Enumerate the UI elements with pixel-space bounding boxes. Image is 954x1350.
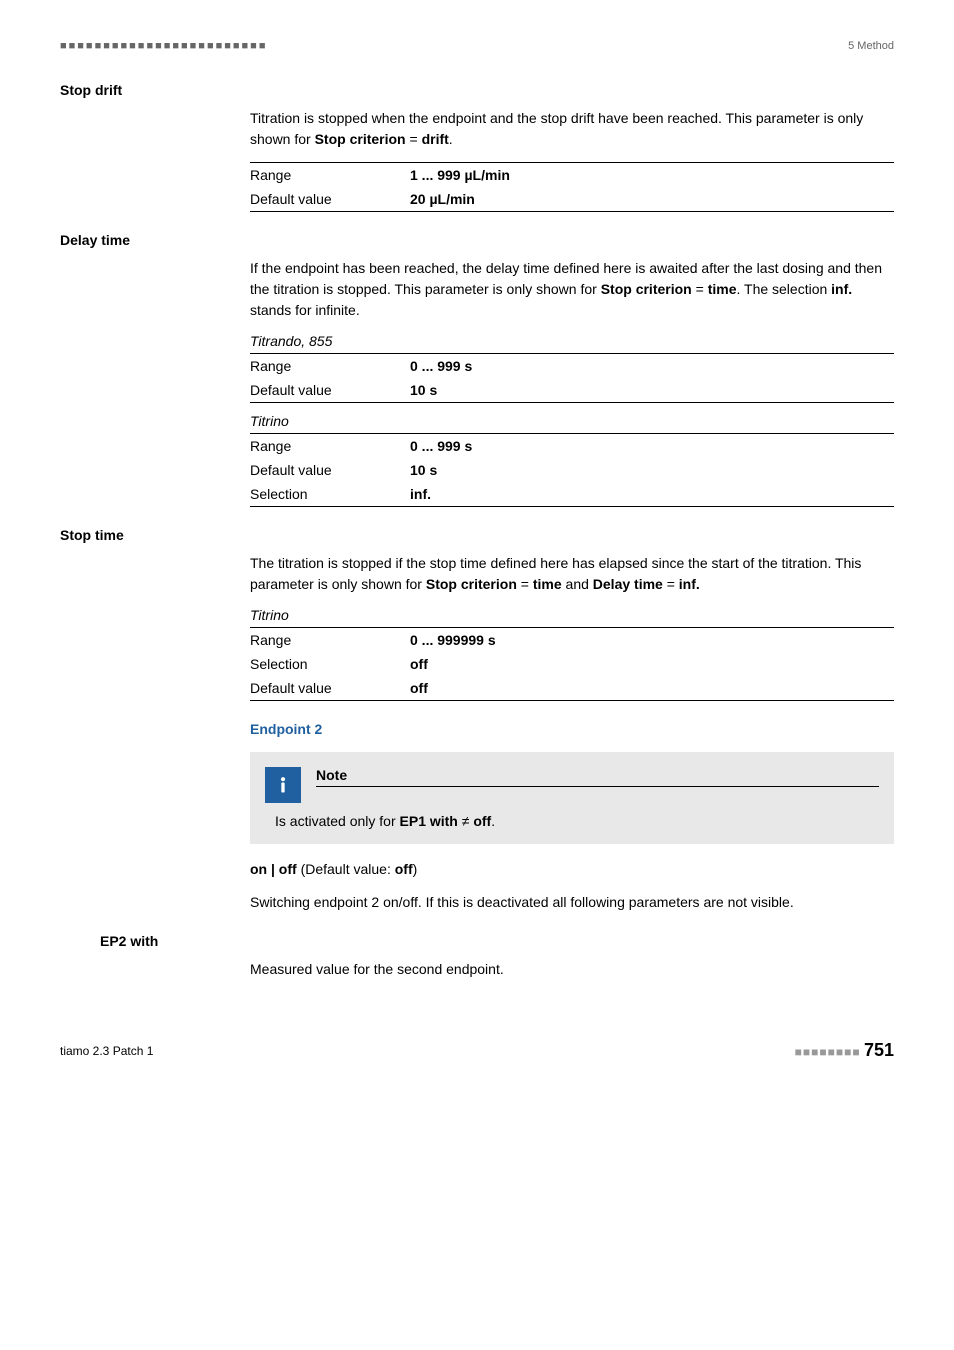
delay-time-bold-inf: inf. (831, 281, 852, 297)
delay-time-table-1: Range 0 ... 999 s Default value 10 s (250, 353, 894, 403)
on-off-line: on | off (Default value: off) (250, 859, 894, 880)
on-off-bold: on | off (250, 861, 297, 877)
stop-drift-eq: = (406, 131, 422, 147)
default-label: Default value (250, 676, 410, 701)
page-number: 751 (864, 1040, 894, 1060)
stop-time-bold-inf: inf. (679, 576, 700, 592)
default-value: 10 s (410, 458, 894, 482)
info-icon (265, 767, 301, 803)
page-footer: tiamo 2.3 Patch 1 ■■■■■■■■ 751 (60, 1040, 894, 1061)
footer-dots: ■■■■■■■■ (795, 1045, 861, 1059)
note-box: Note Is activated only for EP1 with ≠ of… (250, 752, 894, 844)
stop-drift-bold-stop: Stop criterion (315, 131, 406, 147)
note-title: Note (316, 767, 879, 787)
selection-value: inf. (410, 482, 894, 507)
stop-drift-description: Titration is stopped when the endpoint a… (250, 108, 894, 150)
header-left-marks: ■■■■■■■■■■■■■■■■■■■■■■■■ (60, 40, 267, 52)
stop-drift-bold-drift: drift (422, 131, 449, 147)
ep2with-label: EP2 with (100, 933, 894, 949)
range-label: Range (250, 354, 410, 379)
default-label: Default value (250, 187, 410, 212)
selection-value: off (410, 652, 894, 676)
default-value: 20 µL/min (410, 187, 894, 212)
stop-drift-table: Range 1 ... 999 µL/min Default value 20 … (250, 162, 894, 212)
delay-time-bold-stop: Stop criterion (601, 281, 692, 297)
table-row: Default value 20 µL/min (250, 187, 894, 212)
ep2with-description: Measured value for the second endpoint. (250, 959, 894, 980)
table-row: Range 0 ... 999999 s (250, 628, 894, 653)
stop-time-label: Stop time (60, 527, 894, 543)
range-value: 0 ... 999 s (410, 354, 894, 379)
range-label: Range (250, 163, 410, 188)
note-dot: . (491, 813, 495, 829)
stop-time-section: Stop time The titration is stopped if th… (60, 527, 894, 701)
switch-text: Switching endpoint 2 on/off. If this is … (250, 892, 894, 913)
stop-time-eq2: = (663, 576, 679, 592)
note-title-wrap: Note (316, 767, 879, 787)
default-label: Default value (250, 378, 410, 403)
stop-drift-label: Stop drift (60, 82, 894, 98)
page-header: ■■■■■■■■■■■■■■■■■■■■■■■■ 5 Method (60, 40, 894, 52)
on-off-mid: (Default value: (297, 861, 395, 877)
table-row: Selection off (250, 652, 894, 676)
range-label: Range (250, 628, 410, 653)
stop-time-bold-time: time (533, 576, 562, 592)
table-row: Selection inf. (250, 482, 894, 507)
note-header: Note (265, 767, 879, 803)
delay-time-description: If the endpoint has been reached, the de… (250, 258, 894, 321)
default-value: off (410, 676, 894, 701)
titrando-label: Titrando, 855 (250, 333, 894, 349)
stop-drift-section: Stop drift Titration is stopped when the… (60, 82, 894, 212)
note-bold-off: off (473, 813, 491, 829)
on-off-default: off (395, 861, 413, 877)
delay-time-eq: = (692, 281, 708, 297)
delay-time-label: Delay time (60, 232, 894, 248)
table-row: Default value 10 s (250, 378, 894, 403)
stop-time-description: The titration is stopped if the stop tim… (250, 553, 894, 595)
default-label: Default value (250, 458, 410, 482)
stop-time-content: The titration is stopped if the stop tim… (250, 553, 894, 701)
default-value: 10 s (410, 378, 894, 403)
selection-label: Selection (250, 652, 410, 676)
selection-label: Selection (250, 482, 410, 507)
on-off-end: ) (413, 861, 418, 877)
delay-time-bold-time: time (708, 281, 737, 297)
stop-time-bold-stop: Stop criterion (426, 576, 517, 592)
range-label: Range (250, 434, 410, 459)
table-row: Default value off (250, 676, 894, 701)
delay-time-table-2: Range 0 ... 999 s Default value 10 s Sel… (250, 433, 894, 507)
stop-time-table: Range 0 ... 999999 s Selection off Defau… (250, 627, 894, 701)
delay-time-desc-end: stands for infinite. (250, 302, 360, 318)
endpoint2-content: Endpoint 2 Note Is activated only for EP… (250, 721, 894, 913)
table-row: Range 1 ... 999 µL/min (250, 163, 894, 188)
header-right-label: 5 Method (848, 40, 894, 52)
range-value: 0 ... 999999 s (410, 628, 894, 653)
titrino-label: Titrino (250, 607, 894, 623)
note-text: Is activated only for EP1 with ≠ off. (275, 813, 879, 829)
ep2with-content: Measured value for the second endpoint. (250, 959, 894, 980)
note-neq: ≠ (458, 813, 473, 829)
delay-time-desc-mid: . The selection (736, 281, 831, 297)
note-text-prefix: Is activated only for (275, 813, 400, 829)
stop-time-eq1: = (517, 576, 533, 592)
stop-drift-content: Titration is stopped when the endpoint a… (250, 108, 894, 212)
table-row: Range 0 ... 999 s (250, 354, 894, 379)
stop-time-bold-delay: Delay time (593, 576, 663, 592)
ep2with-section: EP2 with Measured value for the second e… (60, 933, 894, 980)
stop-drift-dot: . (449, 131, 453, 147)
table-row: Range 0 ... 999 s (250, 434, 894, 459)
footer-left: tiamo 2.3 Patch 1 (60, 1044, 153, 1058)
endpoint2-heading: Endpoint 2 (250, 721, 894, 737)
stop-time-and: and (562, 576, 593, 592)
titrino-label: Titrino (250, 413, 894, 429)
note-bold-ep1: EP1 with (400, 813, 458, 829)
footer-right: ■■■■■■■■ 751 (795, 1040, 894, 1061)
table-row: Default value 10 s (250, 458, 894, 482)
range-value: 0 ... 999 s (410, 434, 894, 459)
delay-time-section: Delay time If the endpoint has been reac… (60, 232, 894, 507)
endpoint2-section: Endpoint 2 Note Is activated only for EP… (60, 721, 894, 913)
delay-time-content: If the endpoint has been reached, the de… (250, 258, 894, 507)
range-value: 1 ... 999 µL/min (410, 163, 894, 188)
